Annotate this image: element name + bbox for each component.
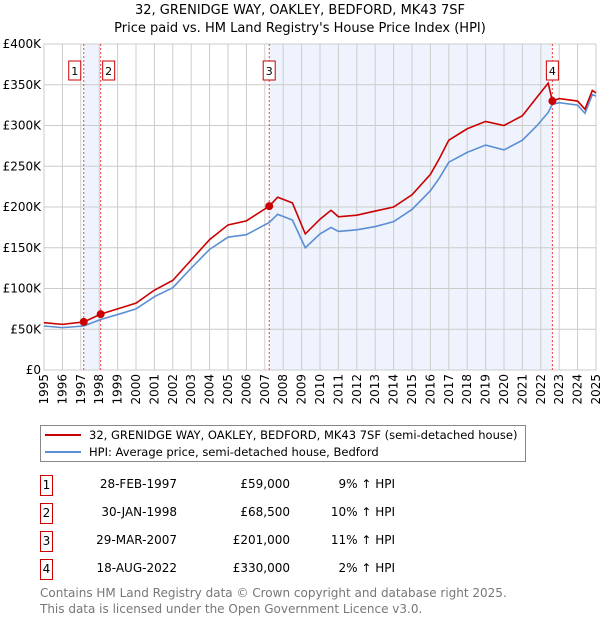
sale-price: £68,500 <box>240 505 290 519</box>
x-tick-label: 2008 <box>276 374 290 405</box>
sale-date: 29-MAR-2007 <box>96 533 177 547</box>
sale-price: £201,000 <box>232 533 290 547</box>
x-tick-label: 2010 <box>313 374 327 405</box>
y-tick-label: £400K <box>3 37 43 51</box>
x-tick-label: 2020 <box>497 374 511 405</box>
x-tick-label: 2018 <box>460 374 474 405</box>
hpi-line <box>43 93 597 329</box>
sale-label: 2 <box>105 65 112 78</box>
sale-point <box>548 97 557 106</box>
property-line <box>43 81 597 326</box>
chart-title: 32, GRENIDGE WAY, OAKLEY, BEDFORD, MK43 … <box>134 3 465 18</box>
x-tick-label: 1997 <box>74 374 88 405</box>
x-tick-label: 2014 <box>387 374 401 405</box>
x-tick-label: 2007 <box>258 374 272 405</box>
price-chart: £0 £50K £100K £150K £200K £250K £300K £350K £400… <box>3 37 600 405</box>
sale-price: £59,000 <box>240 477 290 491</box>
sale-label-box <box>68 60 82 81</box>
sale-hpi-diff: 10% ↑ HPI <box>330 505 395 519</box>
sale-label-box <box>102 60 116 81</box>
x-tick-label: 2001 <box>147 374 161 405</box>
x-tick-label: 2009 <box>295 374 309 405</box>
sale-point <box>79 317 88 326</box>
x-tick-label: 2011 <box>331 374 345 405</box>
x-tick-label: 2005 <box>221 374 235 405</box>
footer-copyright: Contains HM Land Registry data © Crown c… <box>40 586 507 600</box>
sale-date: 28-FEB-1997 <box>99 477 177 491</box>
sale-marker-badge: 2 <box>40 503 53 524</box>
legend-label: 32, GRENIDGE WAY, OAKLEY, BEDFORD, MK43 … <box>89 428 518 442</box>
y-tick-label: £100K <box>3 282 43 296</box>
y-tick-label: £300K <box>3 119 43 133</box>
legend-item-hpi: HPI: Average price, semi-detached house,… <box>45 444 517 460</box>
chart-subtitle: Price paid vs. HM Land Registry's House … <box>114 21 486 36</box>
sale-label-box <box>262 60 276 81</box>
x-tick-label: 2002 <box>166 374 180 405</box>
plot-frame <box>43 43 597 371</box>
legend: 32, GRENIDGE WAY, OAKLEY, BEDFORD, MK43 … <box>40 425 527 462</box>
sale-marker-badge: 3 <box>40 531 53 552</box>
sale-price: £330,000 <box>232 561 290 575</box>
sale-hpi-diff: 9% ↑ HPI <box>338 477 395 491</box>
sale-marker-badge: 1 <box>40 475 53 496</box>
x-tick-label: 1998 <box>92 374 106 405</box>
x-tick-label: 2004 <box>203 374 217 405</box>
x-tick-label: 2015 <box>405 374 419 405</box>
x-tick-label: 2021 <box>515 374 529 405</box>
sale-date: 30-JAN-1998 <box>101 505 177 519</box>
sale-label-box <box>545 60 559 81</box>
x-tick-label: 1995 <box>37 374 51 405</box>
legend-item-property: 32, GRENIDGE WAY, OAKLEY, BEDFORD, MK43 … <box>45 427 517 443</box>
x-tick-label: 2012 <box>350 374 364 405</box>
sale-label: 1 <box>71 65 78 78</box>
x-tick-label: 1999 <box>111 374 125 405</box>
y-tick-label: £250K <box>3 159 43 173</box>
legend-swatch-red <box>45 434 81 436</box>
x-tick-label: 2019 <box>479 374 493 405</box>
x-tick-label: 1996 <box>55 374 69 405</box>
sale-label: 4 <box>549 65 556 78</box>
x-tick-label: 2025 <box>589 374 600 405</box>
sale-hpi-diff: 2% ↑ HPI <box>338 561 395 575</box>
y-tick-label: £50K <box>10 322 42 336</box>
y-tick-label: £0 <box>26 363 41 377</box>
sale-marker-badge: 4 <box>40 559 53 580</box>
x-tick-label: 2013 <box>368 374 382 405</box>
y-tick-label: £150K <box>3 241 43 255</box>
sale-label: 3 <box>266 65 273 78</box>
x-tick-label: 2003 <box>184 374 198 405</box>
x-tick-label: 2000 <box>129 374 143 405</box>
sale-point <box>96 310 105 319</box>
x-tick-label: 2023 <box>552 374 566 405</box>
x-tick-label: 2016 <box>423 374 437 405</box>
y-tick-label: £200K <box>3 200 43 214</box>
footer-licence: This data is licensed under the Open Gov… <box>40 602 423 616</box>
legend-swatch-blue <box>45 451 81 453</box>
sale-date: 18-AUG-2022 <box>96 561 178 575</box>
x-tick-label: 2022 <box>534 374 548 405</box>
x-tick-label: 2024 <box>571 374 585 405</box>
sale-hpi-diff: 11% ↑ HPI <box>330 533 395 547</box>
x-tick-label: 2006 <box>239 374 253 405</box>
x-tick-label: 2017 <box>442 374 456 405</box>
legend-label: HPI: Average price, semi-detached house,… <box>89 445 379 459</box>
y-tick-label: £350K <box>3 78 43 92</box>
sale-point <box>265 202 274 211</box>
